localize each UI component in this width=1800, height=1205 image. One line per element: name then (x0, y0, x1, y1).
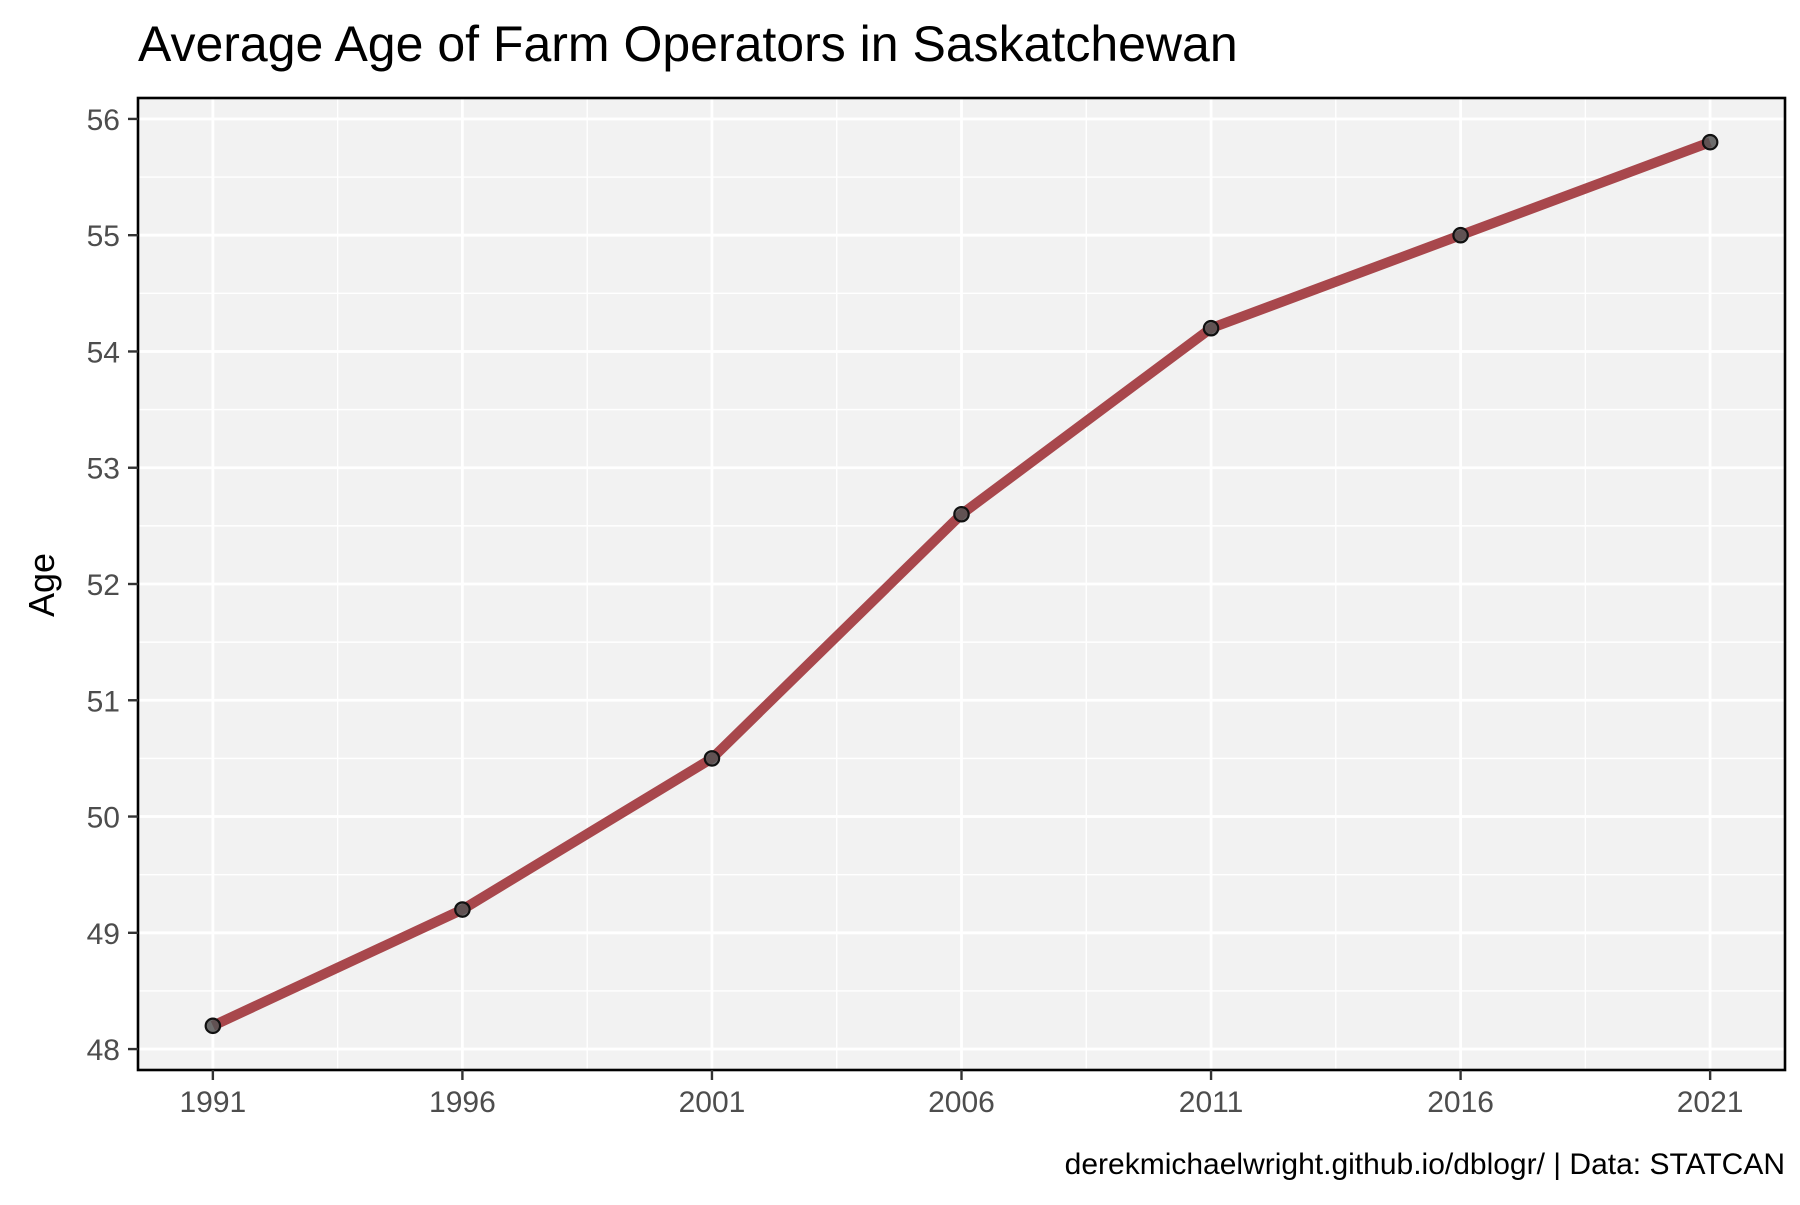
y-tick-label-52: 52 (87, 569, 120, 602)
y-tick-label-49: 49 (87, 918, 120, 951)
data-point-2011 (1202, 319, 1220, 337)
x-tick-label-2001: 2001 (679, 1086, 746, 1119)
y-tick-label-56: 56 (87, 104, 120, 137)
y-tick-label-53: 53 (87, 453, 120, 486)
y-tick-label-51: 51 (87, 685, 120, 718)
grid-lines (138, 98, 1785, 1070)
y-axis-label: Age (21, 553, 62, 617)
data-point-2006 (953, 505, 970, 523)
chart-caption: derekmichaelwright.github.io/dblogr/ | D… (1065, 1148, 1785, 1181)
chart-title: Average Age of Farm Operators in Saskatc… (138, 16, 1238, 72)
data-point-1991 (204, 1017, 222, 1035)
x-tick-label-2011: 2011 (1179, 1086, 1244, 1119)
x-tick-label-2016: 2016 (1427, 1086, 1494, 1119)
x-tick-label-2021: 2021 (1677, 1086, 1744, 1119)
data-point-2016 (1452, 226, 1469, 244)
y-tick-label-55: 55 (87, 220, 120, 253)
y-tick-label-54: 54 (87, 336, 120, 369)
data-point-1996 (454, 901, 471, 918)
y-tick-label-48: 48 (87, 1034, 120, 1067)
data-point-2021 (1701, 133, 1719, 151)
points-layer (204, 133, 1719, 1035)
data-point-2001 (703, 750, 721, 767)
x-tick-label-1991: 1991 (179, 1086, 246, 1119)
y-tick-label-50: 50 (87, 802, 120, 835)
axes-layer: 48 49 50 51 52 53 54 55 56 1991 1996 2001 2006 2011 20… (87, 96, 1787, 1119)
x-tick-label-1996: 1996 (429, 1086, 496, 1119)
x-tick-label-2006: 2006 (928, 1086, 995, 1119)
